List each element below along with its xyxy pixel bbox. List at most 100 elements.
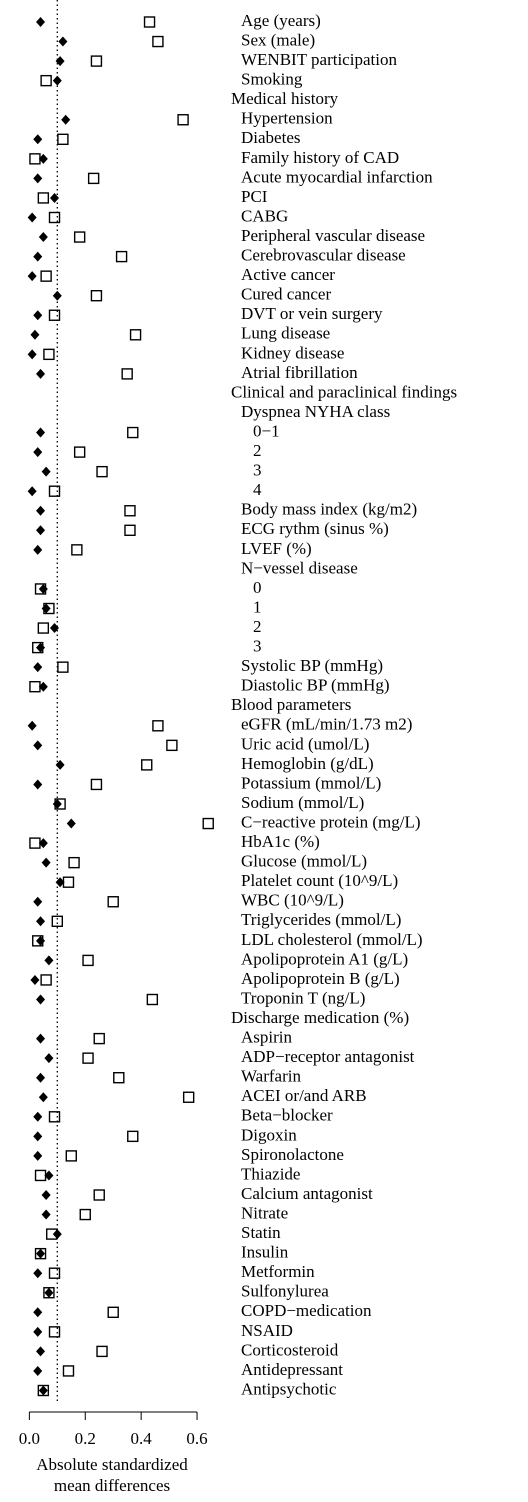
row-label: Potassium (mmol/L) (241, 773, 381, 792)
x-tick-label: 0.2 (75, 1429, 96, 1448)
row-label: LVEF (%) (241, 539, 312, 558)
row-label: Cerebrovascular disease (241, 246, 406, 265)
row-label: PCI (241, 187, 268, 206)
square-marker (48, 1111, 61, 1123)
diamond-marker (33, 779, 43, 790)
row-label: Dyspnea NYHA class (241, 402, 390, 421)
row-label: Lung disease (241, 324, 330, 343)
diamond-marker (33, 447, 43, 458)
square-marker (51, 915, 64, 927)
row-label: Uric acid (umol/L) (241, 734, 369, 753)
square-marker (73, 231, 86, 243)
square-marker (32, 935, 44, 947)
row-label: 0−1 (253, 421, 280, 440)
square-marker (43, 602, 55, 615)
diamond-marker (61, 114, 71, 125)
square-marker (54, 798, 66, 810)
diamond-marker (33, 662, 43, 673)
row-label: ADP−receptor antagonist (241, 1047, 415, 1066)
diamond-marker (41, 466, 51, 477)
diamond-marker (50, 623, 60, 634)
square-marker (40, 974, 52, 986)
row-label: Blood parameters (231, 695, 351, 714)
diamond-marker (33, 251, 43, 262)
diamond-marker (41, 1190, 51, 1200)
square-marker (32, 641, 44, 654)
square-marker (37, 192, 50, 204)
square-marker (124, 505, 136, 517)
diamond-marker (55, 759, 65, 770)
diamond-marker (38, 1092, 48, 1103)
square-marker (34, 1169, 47, 1182)
x-tick-label: 0.6 (186, 1429, 207, 1448)
row-label: LDL cholesterol (mmol/L) (241, 930, 423, 949)
square-marker (107, 1306, 119, 1319)
row-label: Glucose (mmol/L) (241, 852, 367, 871)
row-label: Sodium (mmol/L) (241, 793, 364, 812)
diamond-marker (36, 368, 46, 379)
diamond-marker (36, 1346, 46, 1357)
x-axis-label: Absolute standardized mean differences (36, 1455, 188, 1495)
square-marker (82, 954, 94, 967)
row-label: Family history of CAD (241, 148, 399, 167)
diamond-marker (33, 1268, 43, 1279)
diamond-marker (33, 310, 43, 321)
square-marker (62, 876, 75, 888)
row-label: Body mass index (kg/m2) (241, 500, 417, 519)
diamond-marker (27, 720, 37, 731)
diamond-marker (41, 1209, 51, 1220)
row-label: Sulfonylurea (241, 1282, 329, 1301)
diamond-marker (27, 349, 37, 360)
square-marker (141, 759, 153, 771)
diamond-marker (36, 427, 46, 438)
square-marker (82, 1052, 94, 1064)
diamond-marker (30, 974, 40, 985)
diamond-marker (36, 525, 46, 536)
row-label: Cured cancer (241, 285, 331, 304)
row-label: 0 (253, 578, 262, 597)
row-label: Nitrate (241, 1203, 288, 1222)
diamond-marker (27, 271, 37, 282)
diamond-marker (44, 1287, 54, 1298)
row-label: Sex (male) (241, 30, 315, 49)
diamond-marker (33, 1131, 43, 1142)
square-marker (34, 1247, 47, 1260)
row-label: Beta−blocker (241, 1106, 333, 1125)
row-label: 2 (253, 617, 262, 636)
square-marker (57, 133, 69, 146)
square-marker (37, 622, 50, 634)
square-marker (57, 661, 69, 673)
square-marker (121, 368, 133, 380)
row-label: WENBIT participation (241, 50, 397, 69)
row-label: Apolipoprotein B (g/L) (241, 969, 400, 988)
square-marker (34, 583, 47, 595)
row-label: Calcium antagonist (241, 1184, 373, 1203)
row-label: Hemoglobin (g/dL) (241, 754, 374, 773)
diamond-marker (33, 173, 43, 184)
diamond-marker (55, 56, 65, 67)
diamond-marker (36, 17, 46, 27)
diamond-marker (33, 740, 43, 751)
row-label: Platelet count (10^9/L) (241, 871, 398, 890)
square-marker (143, 16, 156, 28)
diamond-marker (36, 1033, 46, 1044)
diamond-marker (41, 857, 51, 868)
row-label: Aspirin (241, 1028, 293, 1047)
diamond-marker (38, 232, 48, 243)
diamond-marker (33, 1150, 43, 1161)
square-marker (73, 446, 86, 458)
row-label: Antidepressant (241, 1360, 343, 1379)
square-marker (71, 544, 83, 556)
square-marker (48, 211, 61, 224)
row-label: Troponin T (ng/L) (241, 988, 365, 1007)
diamond-marker (38, 681, 48, 692)
square-marker (48, 1267, 61, 1279)
square-marker (96, 1345, 108, 1358)
square-marker (29, 837, 41, 849)
diamond-marker (36, 1072, 46, 1083)
diamond-marker (33, 1307, 43, 1318)
diamond-marker (30, 329, 40, 340)
diamond-marker (41, 603, 51, 614)
